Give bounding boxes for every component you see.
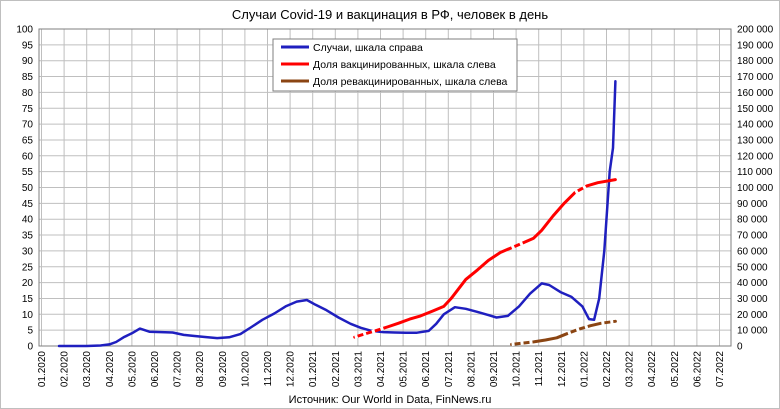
y-right-tick-label: 60 000	[737, 246, 768, 257]
plot-area-border	[38, 28, 732, 347]
x-tick-label: 01.2021	[308, 351, 319, 388]
y-right-tick-label: 120 000	[737, 151, 774, 162]
x-tick-label: 01.2022	[579, 351, 590, 388]
x-tick-label: 07.2022	[715, 351, 726, 388]
y-left-tick-label: 75	[22, 104, 34, 115]
legend-box	[272, 38, 518, 92]
x-tick-label: 09.2021	[489, 351, 500, 388]
y-left-tick-label: 10	[22, 310, 34, 321]
y-right-tick-label: 10 000	[737, 326, 768, 337]
x-tick-label: 08.2021	[466, 351, 477, 388]
x-tick-label: 11.2021	[534, 351, 545, 387]
series-vaccinated	[353, 178, 617, 339]
x-tick-label: 03.2022	[625, 351, 636, 388]
series-layer	[57, 80, 617, 348]
legend-label-revaccinated: Доля ревакцинированных, шкала слева	[313, 76, 508, 88]
series-cases	[57, 80, 617, 348]
y-right-tick-label: 140 000	[737, 120, 774, 131]
y-right-tick-label: 200 000	[737, 25, 774, 36]
x-tick-label: 05.2021	[399, 351, 410, 388]
y-left-tick-label: 25	[22, 262, 34, 273]
y-left-tick-label: 50	[22, 183, 34, 194]
x-tick-label: 12.2020	[286, 351, 297, 388]
axes: 0 0 5 10 000 10 20 000 15 30 000 20 40 000 25 50 00…	[16, 25, 773, 388]
x-tick-label: 04.2022	[647, 351, 658, 388]
y-left-tick-label: 95	[22, 40, 34, 51]
y-right-tick-label: 0	[737, 342, 743, 353]
x-tick-label: 10.2020	[240, 351, 251, 388]
x-tick-label: 07.2021	[444, 351, 455, 388]
y-left-tick-label: 90	[22, 56, 34, 67]
y-right-tick-label: 30 000	[737, 294, 768, 305]
x-tick-label: 03.2020	[82, 351, 93, 388]
series-dash-gap	[354, 325, 388, 339]
y-right-tick-label: 190 000	[737, 40, 774, 51]
y-left-tick-label: 60	[22, 151, 34, 162]
y-right-tick-label: 110 000	[737, 167, 773, 178]
y-left-tick-label: 65	[22, 135, 34, 146]
y-right-tick-label: 70 000	[737, 231, 768, 242]
x-tick-label: 05.2020	[127, 351, 138, 388]
x-tick-label: 11.2020	[263, 351, 274, 387]
y-right-tick-label: 180 000	[737, 56, 774, 67]
x-tick-label: 03.2021	[353, 351, 364, 388]
y-left-tick-label: 0	[27, 342, 33, 353]
y-left-tick-label: 55	[22, 167, 34, 178]
y-right-tick-label: 20 000	[737, 310, 768, 321]
legend-label-cases: Случаи, шкала справа	[313, 42, 423, 54]
series-revaccinated	[510, 319, 617, 346]
x-tick-label: 07.2020	[173, 351, 184, 388]
y-right-tick-label: 100 000	[737, 183, 774, 194]
x-tick-label: 12.2021	[557, 351, 568, 388]
y-right-tick-label: 40 000	[737, 278, 768, 289]
series-dash-gap	[511, 340, 534, 347]
x-tick-label: 06.2022	[692, 351, 703, 388]
y-right-tick-label: 80 000	[737, 215, 768, 226]
source-caption: Источник: Our World in Data, FinNews.ru	[289, 394, 492, 406]
y-left-tick-label: 30	[22, 246, 34, 257]
legend-label-vaccinated: Доля вакцинированных, шкала слева	[313, 59, 496, 71]
y-right-tick-label: 160 000	[737, 88, 774, 99]
x-tick-label: 02.2021	[331, 351, 342, 388]
x-tick-label: 08.2020	[195, 351, 206, 388]
y-left-tick-label: 15	[22, 294, 34, 305]
x-tick-label: 04.2021	[376, 351, 387, 388]
y-left-tick-label: 5	[27, 326, 33, 337]
series-dash-gap	[574, 184, 588, 194]
series-dash-gap	[567, 324, 592, 335]
y-right-tick-label: 170 000	[737, 72, 774, 83]
y-right-tick-label: 150 000	[737, 104, 774, 115]
y-left-tick-label: 35	[22, 231, 34, 242]
y-left-tick-label: 80	[22, 88, 34, 99]
x-tick-label: 06.2021	[421, 351, 432, 388]
chart-title: Случаи Covid-19 и вакцинация в РФ, челов…	[232, 7, 548, 22]
x-tick-label: 02.2022	[602, 351, 613, 388]
y-left-tick-label: 85	[22, 72, 34, 83]
x-tick-label: 10.2021	[512, 351, 523, 388]
series-dash-gap	[510, 241, 524, 250]
legend: Случаи, шкала справа Доля вакцинированны…	[272, 38, 518, 92]
x-tick-label: 05.2022	[670, 351, 681, 388]
x-tick-label: 04.2020	[105, 351, 116, 388]
y-left-tick-label: 45	[22, 199, 34, 210]
x-tick-label: 09.2020	[218, 351, 229, 388]
y-left-tick-label: 100	[16, 25, 33, 36]
y-left-tick-label: 40	[22, 215, 34, 226]
y-left-tick-label: 20	[22, 278, 34, 289]
y-right-tick-label: 50 000	[737, 262, 768, 273]
series-dash-gap	[601, 319, 616, 325]
x-tick-label: 02.2020	[60, 351, 71, 388]
y-right-tick-label: 90 000	[737, 199, 768, 210]
x-tick-label: 01.2020	[37, 351, 48, 388]
x-tick-label: 06.2020	[150, 351, 161, 388]
y-right-tick-label: 130 000	[737, 135, 774, 146]
y-left-tick-label: 70	[22, 120, 34, 131]
